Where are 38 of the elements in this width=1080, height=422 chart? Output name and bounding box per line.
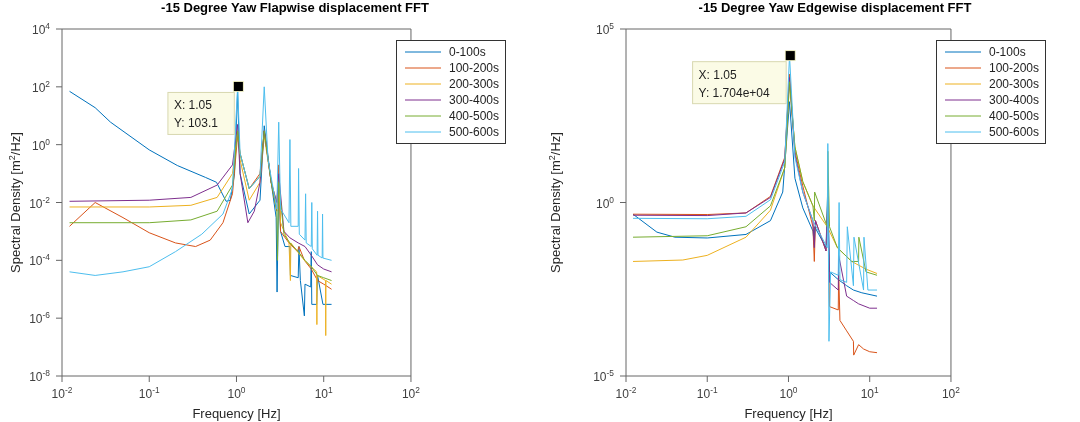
- legend-label: 400-500s: [448, 109, 499, 123]
- x-tick-label: 10$^{0}$: [779, 385, 798, 401]
- x-axis-title: Frequency [Hz]: [744, 406, 833, 421]
- legend-label: 0-100s: [988, 45, 1026, 59]
- legend-label: 400-500s: [988, 109, 1039, 123]
- x-tick-label: 10$^{1}$: [314, 385, 334, 401]
- legend-label: 300-400s: [988, 93, 1039, 107]
- chart-title: -15 Degree Yaw Flapwise displacement FFT: [160, 0, 430, 17]
- y-tick-label: 10$^{-4}$: [29, 252, 51, 269]
- x-tick-label: 10$^{-2}$: [615, 385, 637, 401]
- x-axis-title: Frequency [Hz]: [192, 406, 281, 421]
- chart-title: -15 Degree Yaw Edgewise displacement FFT: [697, 0, 973, 17]
- y-tick-label: 10$^{5}$: [595, 21, 615, 37]
- y-tick-label: 10$^{-8}$: [29, 368, 51, 384]
- y-tick-label: 10$^{4}$: [31, 21, 51, 37]
- legend-label: 200-300s: [448, 77, 499, 91]
- legend-label: 100-200s: [988, 61, 1039, 75]
- legend-label: 100-200s: [448, 61, 499, 75]
- x-tick-label: 10$^{-1}$: [696, 385, 718, 401]
- annotation: X: 1.05 Y: 1.704e+04: [698, 67, 770, 100]
- x-tick-label: 10$^{-2}$: [51, 385, 73, 401]
- legend-label: 300-400s: [448, 93, 499, 107]
- y-tick-label: 10$^{0}$: [595, 194, 615, 211]
- y-tick-label: 10$^{0}$: [31, 136, 51, 153]
- legend-label: 0-100s: [448, 45, 486, 59]
- x-tick-label: 10$^{2}$: [941, 385, 961, 401]
- y-tick-label: 10$^{2}$: [31, 78, 51, 95]
- annotation: X: 1.05 Y: 103.1: [173, 98, 219, 131]
- y-tick-label: 10$^{-5}$: [593, 368, 615, 384]
- legend-label: 200-300s: [988, 77, 1039, 91]
- x-tick-label: 10$^{2}$: [401, 385, 421, 401]
- x-tick-label: 10$^{1}$: [860, 385, 880, 401]
- y-tick-label: 10$^{-6}$: [29, 310, 51, 327]
- x-tick-label: 10$^{-1}$: [138, 385, 160, 401]
- y-tick-label: 10$^{-2}$: [29, 194, 51, 211]
- legend-label: 500-600s: [448, 125, 499, 139]
- legend-label: 500-600s: [988, 125, 1039, 139]
- x-tick-label: 10$^{0}$: [227, 385, 246, 401]
